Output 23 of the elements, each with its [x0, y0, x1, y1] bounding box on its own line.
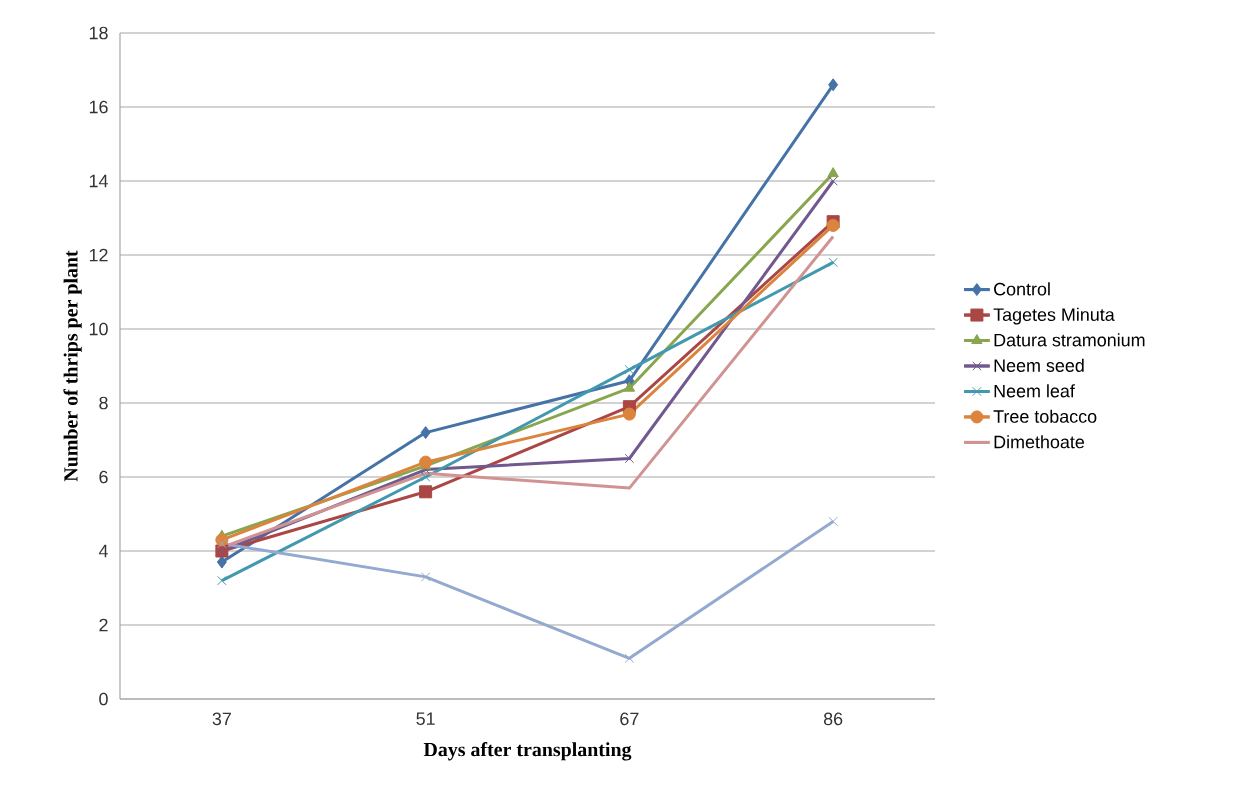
legend-label: Neem seed	[994, 358, 1084, 372]
legend-label: Dimethoate	[994, 435, 1085, 449]
y-tick-label: 14	[89, 174, 108, 188]
x-tick-label: 51	[416, 712, 435, 726]
y-tick-label: 2	[99, 618, 108, 632]
x-tick-label: 67	[620, 712, 639, 726]
y-tick-label: 12	[89, 248, 108, 262]
legend-label: Tagetes Minuta	[993, 307, 1115, 325]
x-axis-title: Days after transplanting	[423, 742, 632, 761]
legend-label: Control	[994, 282, 1050, 296]
x-tick-label: 37	[212, 712, 231, 726]
x-tick-label: 86	[823, 712, 843, 726]
y-tick-label: 16	[89, 100, 108, 114]
y-tick-label: 6	[99, 470, 108, 484]
y-tick-label: 0	[99, 692, 108, 706]
y-tick-label: 10	[89, 322, 108, 336]
y-axis-title: Number of thrips per plant	[63, 250, 82, 482]
legend-label: Neem leaf	[994, 384, 1075, 398]
y-tick-label: 18	[89, 26, 108, 40]
legend-label: Tree tobacco	[993, 409, 1097, 423]
y-tick-label: 8	[99, 396, 108, 410]
y-tick-label: 4	[98, 544, 108, 558]
legend-label: Datura stramonium	[994, 333, 1145, 347]
